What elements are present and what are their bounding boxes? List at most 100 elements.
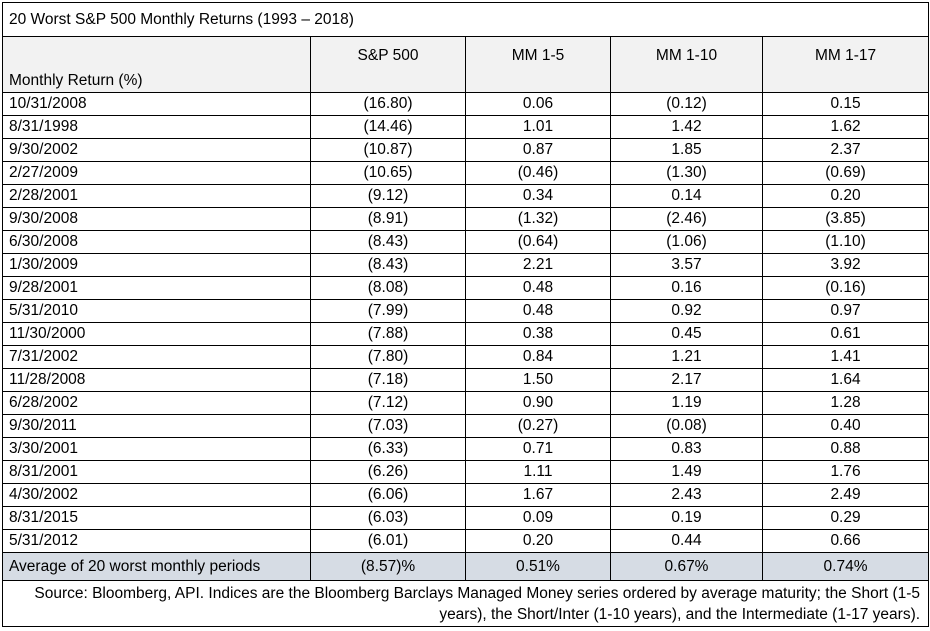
cell-mm-1-5: 1.11 [465,460,611,484]
cell-date: 3/30/2001 [2,437,311,461]
cell-sp500: (14.46) [310,115,466,139]
cell-mm-1-17: 1.76 [761,460,930,484]
cell-mm-1-17: 1.41 [761,345,930,369]
cell-mm-1-17: 1.28 [761,391,930,415]
table-row: 2/27/2009 (10.65) (0.46) (1.30) (0.69) [2,161,930,185]
cell-mm-1-10: 0.83 [610,437,763,461]
cell-mm-1-10: 0.45 [610,322,763,346]
cell-mm-1-17: 0.20 [761,184,930,208]
cell-sp500: (10.87) [310,138,466,162]
cell-mm-1-10: 0.16 [610,276,763,300]
cell-sp500: (6.03) [310,506,466,530]
cell-date: 5/31/2010 [2,299,311,323]
cell-mm-1-17: 0.15 [761,92,930,116]
cell-date: 4/30/2002 [2,483,311,507]
cell-mm-1-10: (1.30) [610,161,763,185]
cell-mm-1-17: 0.66 [761,529,930,553]
cell-sp500: (7.12) [310,391,466,415]
cell-mm-1-10: 1.42 [610,115,763,139]
cell-mm-1-10: (1.06) [610,230,763,254]
table-row: 5/31/2012 (6.01) 0.20 0.44 0.66 [2,529,930,553]
cell-mm-1-5: (0.46) [465,161,611,185]
cell-mm-1-5: 0.34 [465,184,611,208]
cell-mm-1-17: (1.10) [761,230,930,254]
cell-date: 11/30/2000 [2,322,311,346]
cell-date: 9/28/2001 [2,276,311,300]
average-row: Average of 20 worst monthly periods (8.5… [2,552,930,581]
cell-mm-1-5: (0.27) [465,414,611,438]
cell-mm-1-17: 3.92 [761,253,930,277]
table-row: 5/31/2010 (7.99) 0.48 0.92 0.97 [2,299,930,323]
cell-date: 8/31/2015 [2,506,311,530]
cell-mm-1-10: 1.21 [610,345,763,369]
table-row: 11/28/2008 (7.18) 1.50 2.17 1.64 [2,368,930,392]
header-monthly-return: Monthly Return (%) [2,36,311,93]
cell-mm-1-5: 1.50 [465,368,611,392]
cell-mm-1-17: (0.69) [761,161,930,185]
cell-mm-1-5: 0.90 [465,391,611,415]
cell-mm-1-5: (0.64) [465,230,611,254]
table-row: 9/30/2011 (7.03) (0.27) (0.08) 0.40 [2,414,930,438]
average-sp500: (8.57)% [310,552,466,581]
table-row: 9/30/2008 (8.91) (1.32) (2.46) (3.85) [2,207,930,231]
cell-mm-1-10: 2.43 [610,483,763,507]
table-row: 2/28/2001 (9.12) 0.34 0.14 0.20 [2,184,930,208]
cell-mm-1-10: 1.19 [610,391,763,415]
cell-sp500: (7.03) [310,414,466,438]
cell-mm-1-17: 1.62 [761,115,930,139]
cell-date: 6/30/2008 [2,230,311,254]
cell-sp500: (7.18) [310,368,466,392]
cell-mm-1-5: 1.67 [465,483,611,507]
table-row: 8/31/1998 (14.46) 1.01 1.42 1.62 [2,115,930,139]
cell-sp500: (7.99) [310,299,466,323]
cell-mm-1-10: 0.44 [610,529,763,553]
cell-mm-1-5: 0.09 [465,506,611,530]
table-row: 6/30/2008 (8.43) (0.64) (1.06) (1.10) [2,230,930,254]
cell-mm-1-10: 1.85 [610,138,763,162]
header-sp500: S&P 500 [310,36,466,93]
cell-sp500: (7.88) [310,322,466,346]
cell-date: 10/31/2008 [2,92,311,116]
cell-mm-1-10: 0.19 [610,506,763,530]
cell-sp500: (10.65) [310,161,466,185]
table-row: 7/31/2002 (7.80) 0.84 1.21 1.41 [2,345,930,369]
cell-sp500: (9.12) [310,184,466,208]
cell-mm-1-17: (0.16) [761,276,930,300]
cell-date: 11/28/2008 [2,368,311,392]
cell-mm-1-5: 0.71 [465,437,611,461]
cell-mm-1-10: (0.08) [610,414,763,438]
average-mm-1-17: 0.74% [761,552,930,581]
table-row: 8/31/2001 (6.26) 1.11 1.49 1.76 [2,460,930,484]
source-note: Source: Bloomberg, API. Indices are the … [1,580,930,627]
cell-date: 8/31/2001 [2,460,311,484]
header-mm-1-5: MM 1-5 [465,36,611,93]
table-row: 3/30/2001 (6.33) 0.71 0.83 0.88 [2,437,930,461]
cell-date: 9/30/2011 [2,414,311,438]
cell-mm-1-10: (2.46) [610,207,763,231]
cell-mm-1-17: 2.37 [761,138,930,162]
cell-sp500: (6.01) [310,529,466,553]
cell-mm-1-17: 0.29 [761,506,930,530]
header-row: Monthly Return (%) S&P 500 MM 1-5 MM 1-1… [2,36,930,93]
cell-mm-1-5: (1.32) [465,207,611,231]
cell-mm-1-10: 0.14 [610,184,763,208]
cell-mm-1-17: 2.49 [761,483,930,507]
cell-mm-1-17: 1.64 [761,368,930,392]
cell-date: 7/31/2002 [2,345,311,369]
cell-mm-1-10: 0.92 [610,299,763,323]
table-body: 10/31/2008 (16.80) 0.06 (0.12) 0.15 8/31/1998… [2,92,930,553]
cell-mm-1-17: 0.61 [761,322,930,346]
cell-sp500: (6.06) [310,483,466,507]
average-mm-1-10: 0.67% [610,552,763,581]
cell-mm-1-5: 2.21 [465,253,611,277]
cell-sp500: (8.91) [310,207,466,231]
cell-mm-1-10: (0.12) [610,92,763,116]
cell-sp500: (6.33) [310,437,466,461]
table-row: 9/30/2002 (10.87) 0.87 1.85 2.37 [2,138,930,162]
table-row: 6/28/2002 (7.12) 0.90 1.19 1.28 [2,391,930,415]
cell-mm-1-10: 1.49 [610,460,763,484]
table-row: 1/30/2009 (8.43) 2.21 3.57 3.92 [2,253,930,277]
cell-mm-1-5: 0.84 [465,345,611,369]
table-row: 11/30/2000 (7.88) 0.38 0.45 0.61 [2,322,930,346]
